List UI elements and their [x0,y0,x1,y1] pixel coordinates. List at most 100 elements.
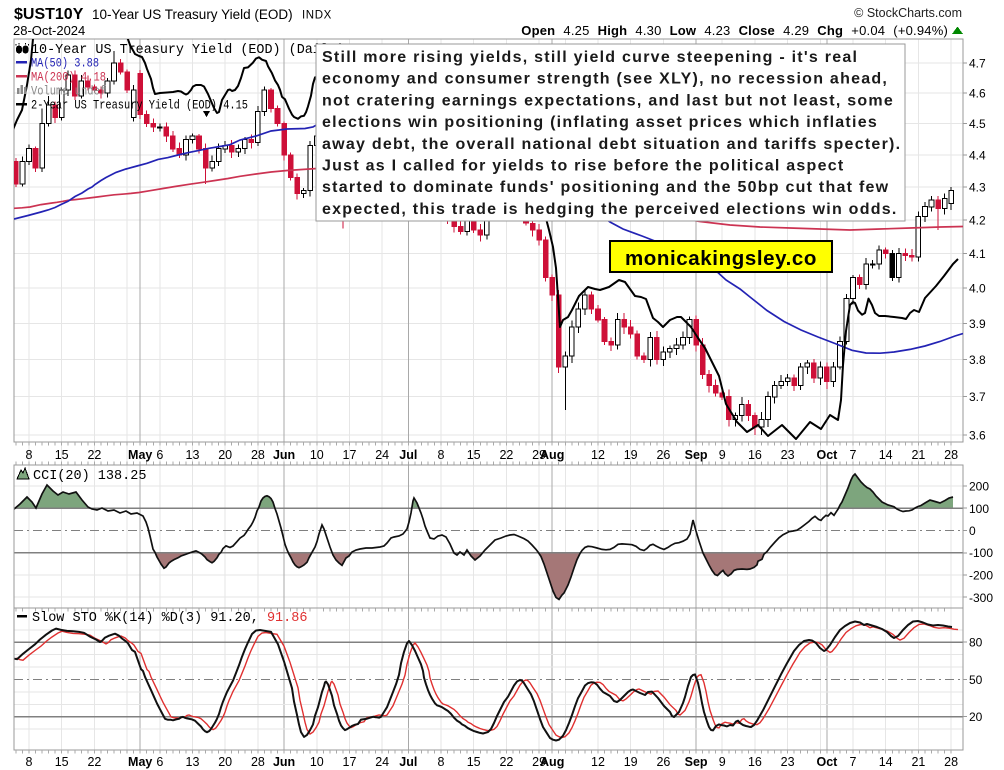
svg-text:Oct: Oct [816,448,838,462]
svg-text:22: 22 [87,448,101,462]
svg-text:21: 21 [911,755,925,769]
svg-text:15: 15 [467,755,481,769]
svg-text:4.6: 4.6 [969,87,986,101]
svg-text:$UST10Y: $UST10Y [14,6,84,23]
svg-text:9: 9 [719,755,726,769]
svg-text:Aug: Aug [540,448,564,462]
svg-text:13: 13 [186,755,200,769]
svg-text:Volume undef: Volume undef [31,85,106,99]
svg-text:15: 15 [55,448,69,462]
svg-text:0: 0 [969,524,976,538]
svg-text:10: 10 [310,755,324,769]
svg-text:-100: -100 [969,546,993,560]
svg-text:Slow STO %K(14) %D(3) 91.20, 9: Slow STO %K(14) %D(3) 91.20, 91.86 [32,611,307,626]
svg-text:13: 13 [186,448,200,462]
svg-text:7: 7 [850,755,857,769]
svg-text:22: 22 [499,448,513,462]
svg-text:23: 23 [781,448,795,462]
svg-text:started to dominate funds' pos: started to dominate funds' positioning a… [322,179,889,196]
svg-text:4.3: 4.3 [969,181,986,195]
svg-text:Sep: Sep [685,448,708,462]
svg-text:away debt, the overall nationa: away debt, the overall national debt sit… [322,136,901,153]
svg-text:17: 17 [343,448,357,462]
svg-text:8: 8 [26,755,33,769]
svg-text:-200: -200 [969,569,993,583]
svg-text:INDX: INDX [302,10,332,22]
svg-text:8: 8 [438,448,445,462]
svg-text:3.6: 3.6 [969,429,986,443]
svg-text:expected, this trade is hedgin: expected, this trade is hedging the perc… [322,201,898,218]
svg-text:16: 16 [748,448,762,462]
svg-text:24: 24 [375,755,389,769]
svg-text:22: 22 [87,755,101,769]
svg-text:7: 7 [850,448,857,462]
svg-text:23: 23 [781,755,795,769]
svg-text:80: 80 [969,636,983,650]
svg-text:4.5: 4.5 [969,117,986,131]
svg-text:10-Year US Treasury Yield (EOD: 10-Year US Treasury Yield (EOD) [92,7,293,22]
svg-text:19: 19 [624,755,638,769]
svg-text:4.4: 4.4 [969,149,986,163]
svg-text:50: 50 [969,673,983,687]
svg-text:28-Oct-2024: 28-Oct-2024 [13,23,85,38]
svg-text:May: May [128,755,152,769]
svg-text:CCI(20) 138.25: CCI(20) 138.25 [33,469,146,484]
svg-text:22: 22 [499,755,513,769]
svg-text:2-Year US Treasury Yield (EOD): 2-Year US Treasury Yield (EOD) 4.15 [31,99,248,113]
svg-text:MA(50) 3.88: MA(50) 3.88 [31,57,99,71]
svg-text:Just as I called for yields to: Just as I called for yields to rise befo… [322,158,844,175]
svg-text:Open 4.25 High 4.30 Low 4.23 C: Open 4.25 High 4.30 Low 4.23 Close 4.29 … [521,23,948,38]
svg-text:8: 8 [26,448,33,462]
svg-text:Jul: Jul [399,755,417,769]
svg-text:Aug: Aug [540,755,564,769]
svg-text:© StockCharts.com: © StockCharts.com [854,6,962,20]
svg-text:3.9: 3.9 [969,317,986,331]
svg-text:28: 28 [251,755,265,769]
svg-text:10: 10 [310,448,324,462]
svg-text:28: 28 [944,448,958,462]
svg-text:15: 15 [467,448,481,462]
svg-text:24: 24 [375,448,389,462]
svg-text:10-Year US Treasury Yield (EOD: 10-Year US Treasury Yield (EOD) (Daily) [31,43,345,58]
svg-text:200: 200 [969,480,989,494]
svg-text:12: 12 [591,448,605,462]
svg-text:20: 20 [218,755,232,769]
svg-text:MA(200) 4.18: MA(200) 4.18 [31,71,106,85]
svg-text:Jun: Jun [273,755,295,769]
svg-text:8: 8 [438,755,445,769]
svg-text:not cratering earnings expecta: not cratering earnings expectations, and… [322,92,894,109]
svg-text:100: 100 [969,502,989,516]
svg-text:28: 28 [251,448,265,462]
svg-text:21: 21 [911,448,925,462]
svg-text:Oct: Oct [816,755,838,769]
svg-text:20: 20 [218,448,232,462]
svg-text:monicakingsley.co: monicakingsley.co [625,247,817,270]
svg-text:May: May [128,448,152,462]
svg-text:Jun: Jun [273,448,295,462]
svg-text:9: 9 [719,448,726,462]
svg-text:4.7: 4.7 [969,57,986,71]
svg-text:Still more rising yields, stil: Still more rising yields, still yield cu… [322,49,858,66]
svg-text:16: 16 [748,755,762,769]
svg-text:26: 26 [656,755,670,769]
svg-text:17: 17 [343,755,357,769]
svg-text:20: 20 [969,710,983,724]
svg-text:4.1: 4.1 [969,247,986,261]
svg-text:3.8: 3.8 [969,353,986,367]
svg-text:3.7: 3.7 [969,390,986,404]
svg-text:Sep: Sep [685,755,708,769]
svg-text:28: 28 [944,755,958,769]
svg-text:29: 29 [532,755,546,769]
svg-text:19: 19 [624,448,638,462]
svg-text:elections win positioning (inf: elections win positioning (inflating ass… [322,114,878,131]
svg-text:4.2: 4.2 [969,213,986,227]
svg-text:12: 12 [591,755,605,769]
svg-text:Jul: Jul [399,448,417,462]
svg-text:26: 26 [656,448,670,462]
svg-text:15: 15 [55,755,69,769]
svg-text:economy and consumer strength: economy and consumer strength (see XLY),… [322,71,888,88]
svg-text:14: 14 [879,755,893,769]
svg-text:4.0: 4.0 [969,282,986,296]
svg-text:29: 29 [532,448,546,462]
svg-text:-300: -300 [969,591,993,605]
